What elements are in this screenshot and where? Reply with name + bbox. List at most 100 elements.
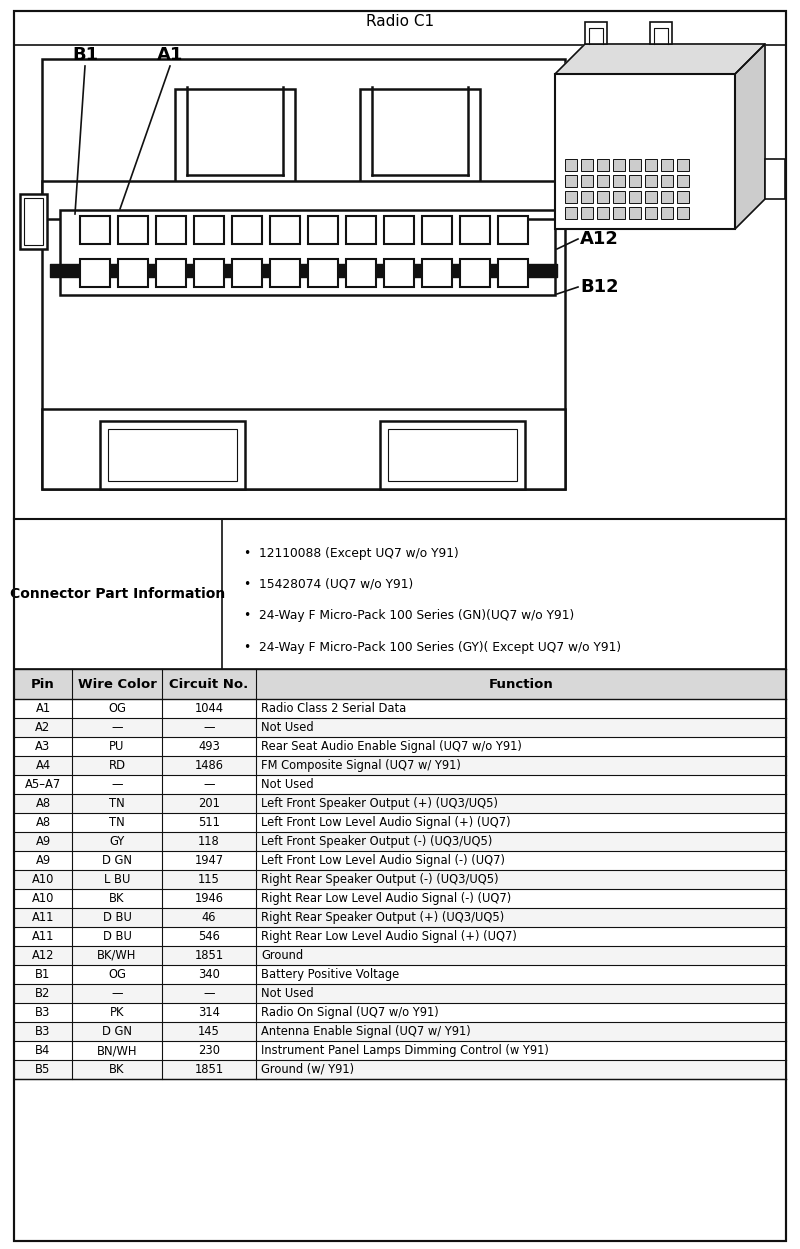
Bar <box>14 908 786 927</box>
Text: •  24-Way F Micro-Pack 100 Series (GN)(UQ7 w/o Y91): • 24-Way F Micro-Pack 100 Series (GN)(UQ… <box>244 610 574 622</box>
Bar <box>14 889 786 908</box>
Text: A3: A3 <box>35 739 50 753</box>
Bar <box>650 22 672 44</box>
Bar <box>118 216 148 244</box>
Text: A1: A1 <box>35 702 50 714</box>
Bar <box>677 207 689 219</box>
Bar <box>14 1060 786 1079</box>
Bar <box>613 207 625 219</box>
Bar <box>645 159 657 171</box>
Text: 118: 118 <box>198 836 220 848</box>
Text: TN: TN <box>109 816 125 829</box>
Text: Circuit No.: Circuit No. <box>170 677 249 691</box>
Bar <box>60 210 555 295</box>
Text: 511: 511 <box>198 816 220 829</box>
Bar <box>14 699 786 718</box>
Text: D GN: D GN <box>102 1025 132 1038</box>
Text: L BU: L BU <box>104 873 130 886</box>
Text: FM Composite Signal (UQ7 w/ Y91): FM Composite Signal (UQ7 w/ Y91) <box>261 759 461 772</box>
Bar <box>380 421 525 490</box>
Bar <box>194 259 224 287</box>
Text: 1947: 1947 <box>194 854 223 867</box>
Text: 1044: 1044 <box>194 702 223 714</box>
Text: 546: 546 <box>198 931 220 943</box>
Text: Right Rear Low Level Audio Signal (-) (UQ7): Right Rear Low Level Audio Signal (-) (U… <box>261 892 511 906</box>
Text: Ground: Ground <box>261 949 303 962</box>
Bar <box>360 89 480 189</box>
Text: A8: A8 <box>35 816 50 829</box>
Bar <box>42 59 565 490</box>
Bar <box>498 259 528 287</box>
Bar <box>24 199 43 245</box>
Bar <box>14 965 786 984</box>
Text: A12: A12 <box>580 230 619 249</box>
Bar <box>118 259 148 287</box>
Text: 340: 340 <box>198 968 220 980</box>
Text: Not Used: Not Used <box>261 987 314 1000</box>
Text: 314: 314 <box>198 1005 220 1019</box>
Text: D GN: D GN <box>102 854 132 867</box>
Text: BN/WH: BN/WH <box>97 1044 138 1057</box>
Bar <box>14 737 786 756</box>
Text: B4: B4 <box>35 1044 50 1057</box>
Text: Left Front Speaker Output (+) (UQ3/UQ5): Left Front Speaker Output (+) (UQ3/UQ5) <box>261 797 498 811</box>
Bar <box>565 159 577 171</box>
Bar <box>661 191 673 204</box>
Text: —: — <box>203 721 214 734</box>
Bar <box>384 259 414 287</box>
Bar <box>156 259 186 287</box>
Text: Pin: Pin <box>31 677 55 691</box>
Text: 201: 201 <box>198 797 220 811</box>
Text: Ground (w/ Y91): Ground (w/ Y91) <box>261 1063 354 1075</box>
Bar <box>498 216 528 244</box>
Text: •  15428074 (UQ7 w/o Y91): • 15428074 (UQ7 w/o Y91) <box>244 577 414 590</box>
Bar <box>629 175 641 187</box>
Text: Radio C1: Radio C1 <box>366 14 434 29</box>
Bar <box>14 794 786 813</box>
Text: Function: Function <box>489 677 554 691</box>
Bar <box>581 191 593 204</box>
Text: A12: A12 <box>32 949 54 962</box>
Text: 1851: 1851 <box>194 949 223 962</box>
Bar <box>14 1003 786 1022</box>
Text: 493: 493 <box>198 739 220 753</box>
Text: A10: A10 <box>32 892 54 906</box>
Text: Left Front Low Level Audio Signal (-) (UQ7): Left Front Low Level Audio Signal (-) (U… <box>261 854 505 867</box>
Bar <box>388 428 517 481</box>
Bar <box>14 813 786 832</box>
Text: 230: 230 <box>198 1044 220 1057</box>
Bar <box>270 216 300 244</box>
Text: PK: PK <box>110 1005 124 1019</box>
Text: Left Front Low Level Audio Signal (+) (UQ7): Left Front Low Level Audio Signal (+) (U… <box>261 816 510 829</box>
Bar <box>100 421 245 490</box>
Bar <box>765 159 785 199</box>
Bar <box>677 191 689 204</box>
Bar <box>645 191 657 204</box>
Bar <box>585 22 607 44</box>
Text: —: — <box>203 778 214 791</box>
Bar <box>156 216 186 244</box>
Bar <box>14 851 786 871</box>
Bar <box>460 259 490 287</box>
Text: 1486: 1486 <box>194 759 223 772</box>
Text: A10: A10 <box>32 873 54 886</box>
Bar <box>42 408 565 490</box>
Bar <box>14 1040 786 1060</box>
Text: —: — <box>111 778 122 791</box>
Text: —: — <box>111 721 122 734</box>
Text: Rear Seat Audio Enable Signal (UQ7 w/o Y91): Rear Seat Audio Enable Signal (UQ7 w/o Y… <box>261 739 522 753</box>
Bar <box>346 259 376 287</box>
Text: BK: BK <box>110 1063 125 1075</box>
Text: BK/WH: BK/WH <box>98 949 137 962</box>
Text: Battery Positive Voltage: Battery Positive Voltage <box>261 968 399 980</box>
Bar <box>14 945 786 965</box>
Text: PU: PU <box>110 739 125 753</box>
Bar <box>194 216 224 244</box>
Text: —: — <box>111 987 122 1000</box>
Text: Not Used: Not Used <box>261 721 314 734</box>
Bar <box>232 259 262 287</box>
Text: B3: B3 <box>35 1025 50 1038</box>
Text: B1: B1 <box>35 968 50 980</box>
Bar <box>629 159 641 171</box>
Text: Antenna Enable Signal (UQ7 w/ Y91): Antenna Enable Signal (UQ7 w/ Y91) <box>261 1025 470 1038</box>
